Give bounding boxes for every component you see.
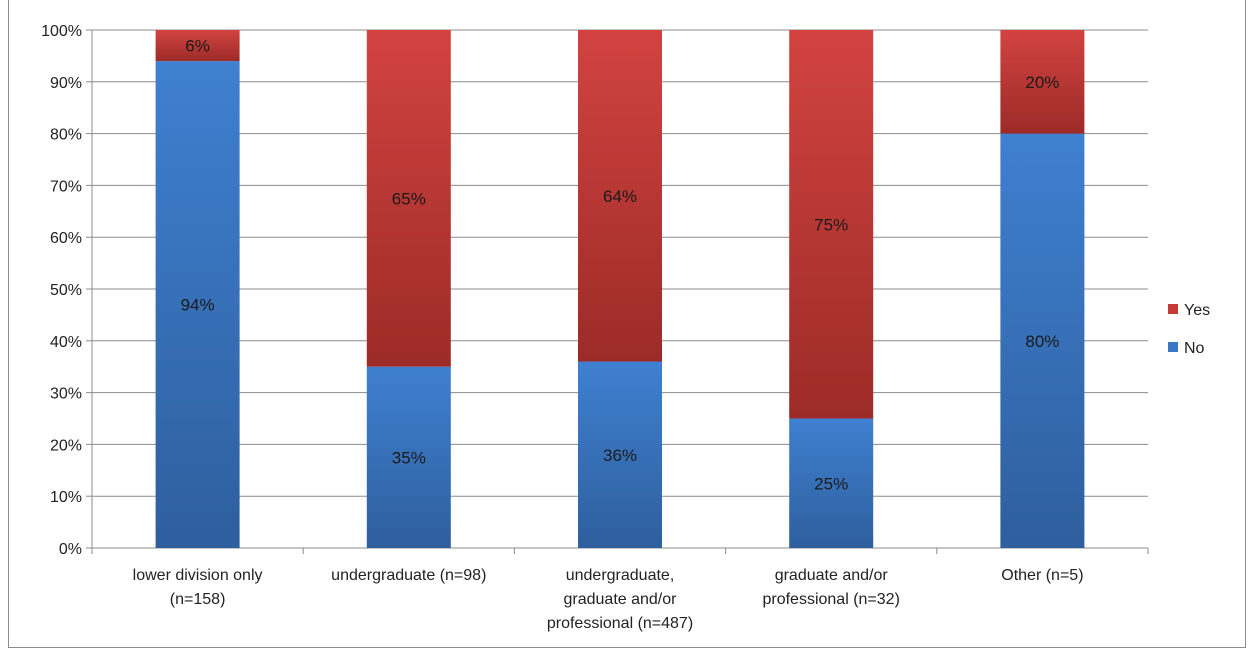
data-labels: 94% 6% 35% 65% 36% 64% 25% 75% 80% 20% [181, 37, 1060, 494]
bar-yes [789, 30, 874, 419]
bars [155, 30, 1085, 548]
data-label-no: 36% [603, 446, 637, 465]
bar-yes [155, 30, 240, 62]
y-tick-label: 0% [59, 541, 82, 558]
x-category-label: Other (n=5) [1001, 567, 1083, 584]
y-tick-label: 50% [50, 282, 82, 299]
x-category-label: graduate and/or professional (n=32) [762, 567, 899, 608]
legend-label-no: No [1184, 340, 1205, 357]
y-tick-label: 70% [50, 178, 82, 195]
bar-no [155, 61, 240, 548]
legend: Yes No [1168, 302, 1210, 357]
data-label-yes: 65% [392, 189, 426, 208]
data-label-yes: 75% [814, 215, 848, 234]
y-tick-label: 20% [50, 437, 82, 454]
y-tick-label: 30% [50, 386, 82, 403]
data-label-no: 80% [1025, 332, 1059, 351]
data-label-yes: 20% [1025, 73, 1059, 92]
bar-yes [366, 30, 451, 367]
y-tick-label: 10% [50, 489, 82, 506]
x-category-label: undergraduate, graduate and/or professiona… [547, 567, 693, 632]
legend-swatch-yes [1168, 304, 1178, 314]
x-category-label: undergraduate (n=98) [331, 567, 486, 584]
bar-yes [1000, 30, 1085, 134]
bar-no [366, 366, 451, 548]
y-tick-label: 100% [41, 23, 82, 40]
data-label-yes: 6% [185, 37, 210, 56]
data-label-no: 25% [814, 474, 848, 493]
bar-yes [578, 30, 662, 362]
data-label-no: 35% [392, 448, 426, 467]
bar-no [1000, 133, 1085, 548]
data-label-no: 94% [181, 296, 215, 315]
y-tick-label: 80% [50, 127, 82, 144]
y-tick-label: 90% [50, 75, 82, 92]
bar-no [789, 418, 874, 548]
bar-no [578, 361, 662, 548]
y-tick-label: 60% [50, 230, 82, 247]
y-tick-label: 40% [50, 334, 82, 351]
x-category-label: lower division only (n=158) [133, 567, 263, 608]
data-label-yes: 64% [603, 187, 637, 206]
legend-swatch-no [1168, 342, 1178, 352]
legend-label-yes: Yes [1184, 302, 1210, 319]
